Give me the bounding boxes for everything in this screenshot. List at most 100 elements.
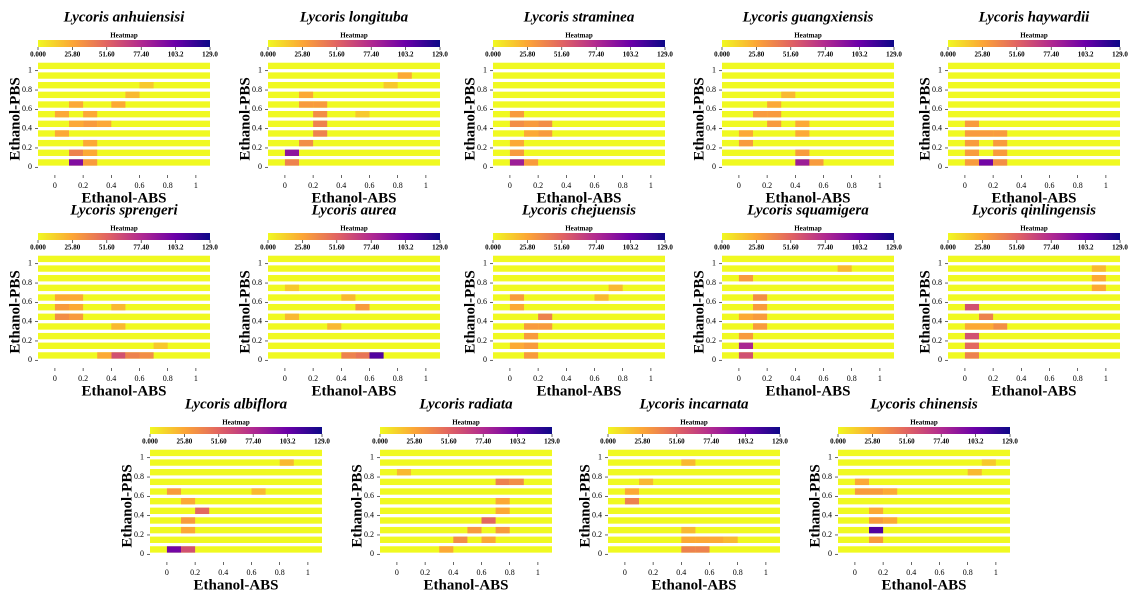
heatmap-cell <box>139 82 154 89</box>
colorbar-tick-label: 129.0 <box>657 244 673 252</box>
heatmap-cell <box>355 352 370 359</box>
row-stripe <box>493 149 665 156</box>
colorbar-tick-label: 129.0 <box>1112 51 1128 59</box>
row-stripe <box>150 536 322 543</box>
x-tick-label: 0.4 <box>790 181 800 190</box>
y-tick-label: 0.2 <box>22 143 32 152</box>
x-tick-label: 1 <box>994 568 998 577</box>
x-tick-label: 0.8 <box>275 568 285 577</box>
row-stripe <box>608 497 780 505</box>
row-stripe <box>722 352 894 359</box>
colorbar <box>608 427 780 434</box>
x-tick-label: 0.4 <box>676 568 686 577</box>
colorbar-tick-label: 51.60 <box>554 244 570 252</box>
row-stripe <box>948 139 1120 147</box>
row-stripe <box>722 294 894 301</box>
y-axis-label: Ethanol-PBS <box>462 270 478 353</box>
colorbar-tick-label: 51.60 <box>329 51 345 59</box>
colorbar <box>268 40 440 47</box>
y-tick-label: 0.6 <box>477 104 487 113</box>
row-stripe <box>380 517 552 524</box>
row-stripe <box>838 517 1010 524</box>
x-axis-label: Ethanol-ABS <box>765 190 850 206</box>
heatmap-cell <box>341 294 356 301</box>
heatmap-cell <box>524 323 539 330</box>
colorbar-tick-label: 25.80 <box>407 438 423 446</box>
x-tick-label: 0.8 <box>163 181 173 190</box>
row-stripe <box>722 275 894 282</box>
colorbar-label: Heatmap <box>565 32 593 40</box>
y-axis-label: Ethanol-PBS <box>917 270 933 353</box>
panel-title: Lycoris straminea <box>523 9 635 25</box>
x-tick-label: 0.6 <box>1045 181 1055 190</box>
row-stripe <box>948 352 1120 359</box>
heatmap-cell <box>964 120 980 128</box>
colorbar-tick-label: 129.0 <box>886 51 902 59</box>
heatmap-cell <box>284 149 300 156</box>
row-stripe <box>493 303 665 311</box>
colorbar-tick-label: 0.000 <box>485 244 501 252</box>
x-tick-label: 0.6 <box>365 374 375 383</box>
colorbar-tick-label: 25.80 <box>65 244 81 252</box>
heatmap-cell <box>509 110 525 118</box>
panel-title: Lycoris incarnata <box>638 396 749 412</box>
x-axis-label: Ethanol-ABS <box>536 383 621 399</box>
heatmap-cell <box>854 488 870 495</box>
x-axis-label: Ethanol-ABS <box>423 577 508 593</box>
x-tick-label: 1 <box>424 181 428 190</box>
row-stripe <box>493 130 665 137</box>
colorbar-tick-label: 0.000 <box>714 51 730 59</box>
heatmap-cell <box>767 101 782 108</box>
heatmap-cell <box>509 478 524 486</box>
row-stripe <box>493 91 665 99</box>
row-stripe <box>380 488 552 495</box>
colorbar-tick-label: 0.000 <box>485 51 501 59</box>
colorbar-tick-label: 51.60 <box>441 438 457 446</box>
y-tick-label: 1 <box>258 259 262 268</box>
heatmap-cell <box>695 536 710 543</box>
heatmap-cell <box>964 149 980 156</box>
heatmap-cell <box>327 323 342 330</box>
heatmap-cell <box>509 159 525 166</box>
x-tick-label: 0.2 <box>78 181 88 190</box>
x-tick-label: 1 <box>649 181 653 190</box>
row-stripe <box>150 469 322 476</box>
row-stripe <box>948 342 1120 349</box>
heatmap-cell <box>299 101 314 108</box>
colorbar-label: Heatmap <box>340 225 368 233</box>
colorbar-label: Heatmap <box>1020 32 1048 40</box>
colorbar-label: Heatmap <box>910 419 938 427</box>
row-stripe <box>268 255 440 263</box>
y-axis-label: Ethanol-PBS <box>237 77 253 160</box>
x-tick-label: 0.6 <box>705 568 715 577</box>
row-stripe <box>268 62 440 70</box>
x-tick-label: 0.6 <box>247 568 257 577</box>
x-tick-label: 0.8 <box>733 568 743 577</box>
y-tick-label: 0.8 <box>477 85 487 94</box>
heatmap-cell <box>695 546 710 553</box>
heatmap-cell <box>993 323 1008 330</box>
x-axis-label: Ethanol-ABS <box>193 577 278 593</box>
heatmap-cell <box>795 149 810 156</box>
x-tick-label: 0 <box>283 374 287 383</box>
x-tick-label: 0 <box>737 374 741 383</box>
colorbar-tick-label: 129.0 <box>544 438 560 446</box>
row-stripe <box>722 313 894 321</box>
y-tick-label: 0.2 <box>477 143 487 152</box>
y-tick-label: 0 <box>483 162 487 171</box>
y-tick-label: 0.8 <box>822 472 832 481</box>
row-stripe <box>380 449 552 457</box>
y-tick-label: 0.2 <box>252 143 262 152</box>
row-stripe <box>948 82 1120 89</box>
colorbar-tick-label: 0.000 <box>372 438 388 446</box>
x-axis-label: Ethanol-ABS <box>991 190 1076 206</box>
y-tick-label: 0.4 <box>477 316 487 325</box>
heatmap-cell <box>355 110 370 118</box>
y-tick-label: 0.4 <box>252 316 262 325</box>
heatmap-cell <box>313 130 328 137</box>
heatmap-cell <box>681 536 696 543</box>
heatmap-cell <box>524 130 539 137</box>
x-tick-label: 0.4 <box>336 374 346 383</box>
y-tick-label: 0.8 <box>932 85 942 94</box>
colorbar-tick-label: 25.80 <box>749 51 765 59</box>
